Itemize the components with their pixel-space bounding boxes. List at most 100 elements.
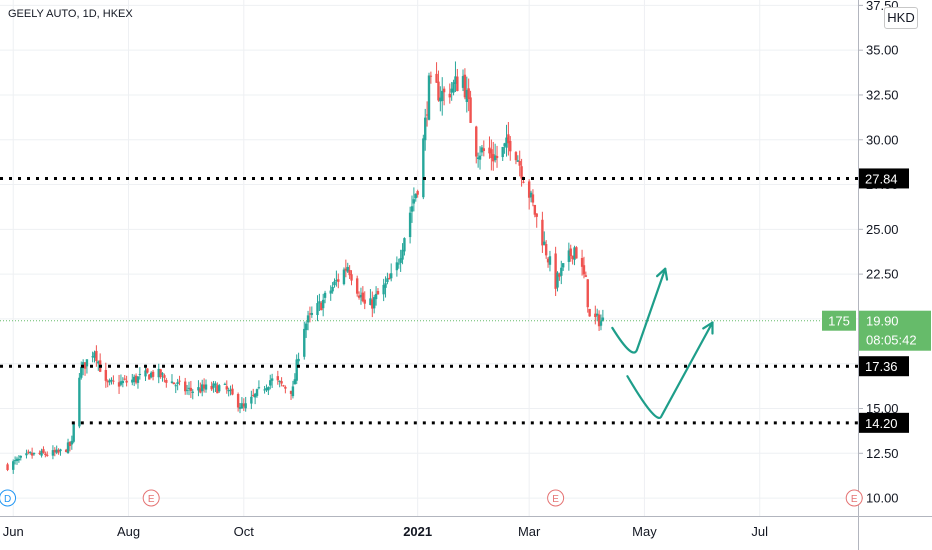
event-marker-circle[interactable]	[142, 489, 160, 507]
candle	[170, 374, 174, 384]
candle-body	[123, 378, 126, 380]
candle	[138, 367, 142, 380]
candle-body	[395, 262, 399, 271]
candle-body	[131, 379, 134, 383]
candle	[269, 374, 272, 390]
candle-body	[480, 147, 484, 153]
ticker-label: GEELY AUTO, 1D, HKEX	[8, 8, 133, 20]
candle-body	[558, 274, 561, 277]
candle-body	[569, 248, 572, 257]
candle	[342, 267, 346, 286]
candle-body	[560, 267, 563, 276]
candle-body	[184, 381, 187, 392]
price-tick-label: 35.00	[866, 43, 899, 58]
candle	[348, 265, 351, 280]
candle	[83, 362, 87, 376]
candle-body	[556, 272, 559, 288]
candle-body	[263, 389, 266, 391]
candle-body	[408, 212, 412, 238]
candle-body	[110, 379, 113, 381]
candle-body	[363, 299, 366, 304]
candle	[64, 448, 68, 453]
candle-body	[148, 374, 151, 380]
candle	[461, 69, 465, 92]
candle-body	[97, 361, 100, 364]
candle	[134, 373, 138, 385]
candle-body	[95, 350, 98, 361]
candle	[350, 270, 353, 286]
candle-body	[482, 148, 486, 152]
event-marker-circle[interactable]	[0, 489, 17, 507]
candle-body	[503, 143, 506, 147]
candle-body	[456, 76, 459, 92]
candle-body	[584, 275, 588, 277]
event-marker[interactable]: E	[845, 489, 863, 507]
candle-body	[19, 455, 22, 458]
candle	[535, 213, 538, 228]
candle	[571, 255, 574, 265]
candle-body	[146, 368, 149, 373]
candle	[533, 204, 537, 218]
candle-body	[134, 375, 138, 383]
event-marker-circle[interactable]	[547, 489, 565, 507]
arrow-head-icon	[655, 267, 669, 281]
candle-body	[172, 382, 176, 385]
price-tick-label: 30.00	[866, 132, 899, 147]
candle-body	[32, 452, 36, 455]
candle	[253, 392, 257, 405]
candle-body	[64, 449, 68, 452]
event-marker[interactable]: E	[547, 489, 565, 507]
candle-body	[425, 114, 429, 116]
candle-body	[270, 378, 274, 381]
candle-body	[236, 394, 240, 408]
candle-body	[231, 388, 234, 395]
candle-body	[257, 387, 261, 389]
candle-body	[161, 373, 164, 375]
candle-body	[490, 149, 493, 159]
candle	[32, 452, 36, 456]
candle-body	[310, 312, 314, 315]
event-marker-label: E	[552, 494, 559, 505]
candle	[289, 390, 293, 400]
candle-body	[452, 82, 455, 93]
candle	[159, 368, 162, 379]
candle-body	[157, 368, 160, 378]
candle	[329, 285, 332, 301]
candle-body	[66, 442, 70, 454]
candle	[197, 380, 200, 397]
candle-body	[382, 284, 385, 295]
candle	[527, 179, 531, 210]
event-marker[interactable]: E	[142, 489, 160, 507]
candle-body	[229, 389, 232, 391]
event-marker-circle[interactable]	[845, 489, 863, 507]
event-marker[interactable]: D	[0, 489, 17, 507]
candle-body	[588, 308, 591, 317]
candle	[85, 359, 89, 374]
candle-body	[6, 464, 9, 470]
currency-button[interactable]: HKD	[884, 7, 918, 29]
candle	[425, 101, 429, 127]
candle	[163, 373, 166, 383]
candle-body	[501, 146, 504, 158]
candle-body	[44, 453, 47, 455]
candle-body	[507, 134, 510, 144]
candle-body	[321, 299, 325, 309]
candle-body	[518, 161, 521, 166]
candle-body	[187, 387, 191, 389]
projection-arrow	[611, 267, 667, 354]
candle-body	[422, 138, 425, 198]
candle	[91, 351, 94, 363]
candle-body	[265, 388, 268, 391]
candle	[492, 141, 495, 171]
price-tick-label: 25.00	[866, 222, 899, 237]
candle	[439, 86, 442, 112]
candle	[295, 354, 298, 385]
candle	[149, 371, 153, 379]
candle	[125, 375, 128, 387]
candle	[6, 462, 9, 472]
candle	[112, 375, 115, 385]
candle-body	[15, 458, 19, 462]
candle-body	[191, 391, 194, 393]
candle-body	[403, 238, 406, 252]
